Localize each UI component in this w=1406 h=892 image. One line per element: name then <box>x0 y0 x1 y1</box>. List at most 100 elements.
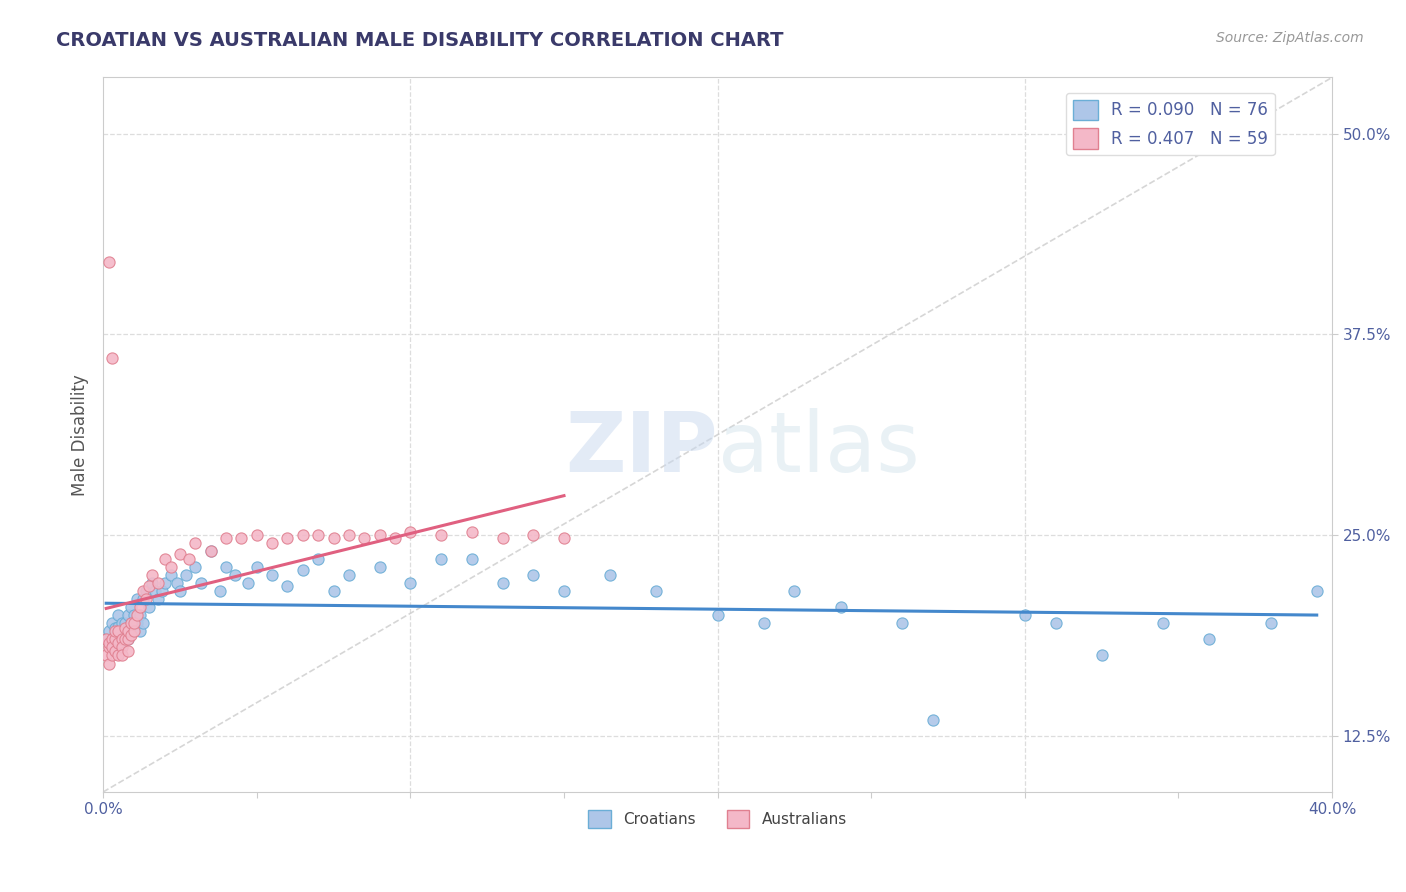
Point <box>114 616 136 631</box>
Point <box>553 584 575 599</box>
Point <box>1198 632 1220 647</box>
Point <box>169 547 191 561</box>
Point <box>110 629 132 643</box>
Point <box>110 640 132 655</box>
Point <box>125 592 148 607</box>
Point <box>104 632 127 647</box>
Point <box>752 616 775 631</box>
Point <box>353 531 375 545</box>
Point <box>1152 616 1174 631</box>
Point <box>208 584 231 599</box>
Point <box>262 568 284 582</box>
Point <box>1091 648 1114 663</box>
Point <box>101 632 124 647</box>
Point <box>125 616 148 631</box>
Point <box>101 635 124 649</box>
Point <box>491 531 513 545</box>
Point <box>117 632 139 647</box>
Point <box>117 624 139 639</box>
Point <box>104 621 127 635</box>
Point <box>159 560 181 574</box>
Point <box>141 568 163 582</box>
Point <box>110 637 132 651</box>
Point <box>337 568 360 582</box>
Point <box>132 592 155 607</box>
Point <box>184 560 207 574</box>
Point <box>783 584 806 599</box>
Point <box>101 351 124 366</box>
Point <box>200 544 222 558</box>
Point <box>190 576 212 591</box>
Point <box>215 531 238 545</box>
Point <box>368 528 391 542</box>
Point <box>117 608 139 623</box>
Point <box>117 643 139 657</box>
Point <box>101 640 124 655</box>
Point <box>110 648 132 663</box>
Text: Source: ZipAtlas.com: Source: ZipAtlas.com <box>1216 31 1364 45</box>
Point <box>891 616 914 631</box>
Point <box>153 552 176 566</box>
Point <box>122 608 145 623</box>
Point <box>117 621 139 635</box>
Point <box>135 584 157 599</box>
Point <box>135 592 157 607</box>
Point <box>246 560 269 574</box>
Point <box>138 579 160 593</box>
Point <box>110 632 132 647</box>
Point <box>399 524 422 539</box>
Point <box>491 576 513 591</box>
Point <box>184 536 207 550</box>
Point <box>141 576 163 591</box>
Point <box>120 600 142 615</box>
Point <box>599 568 621 582</box>
Point <box>107 635 129 649</box>
Point <box>368 560 391 574</box>
Point <box>179 552 201 566</box>
Point <box>276 579 298 593</box>
Point <box>98 624 121 639</box>
Point <box>337 528 360 542</box>
Point <box>125 608 148 623</box>
Point <box>98 635 121 649</box>
Point <box>1014 608 1036 623</box>
Text: ZIP: ZIP <box>565 409 717 490</box>
Point <box>169 584 191 599</box>
Point <box>114 621 136 635</box>
Point <box>399 576 422 591</box>
Point <box>322 531 344 545</box>
Point <box>291 528 314 542</box>
Point <box>104 643 127 657</box>
Point <box>645 584 668 599</box>
Point <box>101 616 124 631</box>
Point <box>114 627 136 641</box>
Point <box>246 528 269 542</box>
Point <box>138 600 160 615</box>
Point <box>122 624 145 639</box>
Point <box>120 616 142 631</box>
Point <box>120 616 142 631</box>
Point <box>307 528 329 542</box>
Point <box>522 568 544 582</box>
Point <box>276 531 298 545</box>
Point <box>148 576 170 591</box>
Point <box>98 657 121 671</box>
Point <box>129 608 152 623</box>
Point <box>132 616 155 631</box>
Point <box>110 616 132 631</box>
Point <box>104 624 127 639</box>
Point <box>98 640 121 655</box>
Point <box>430 528 453 542</box>
Point <box>200 544 222 558</box>
Point <box>830 600 852 615</box>
Point <box>224 568 246 582</box>
Point <box>96 632 118 647</box>
Point <box>153 576 176 591</box>
Point <box>148 592 170 607</box>
Point <box>553 531 575 545</box>
Point <box>129 600 152 615</box>
Point <box>129 624 152 639</box>
Point <box>236 576 259 591</box>
Point <box>215 560 238 574</box>
Point <box>107 632 129 647</box>
